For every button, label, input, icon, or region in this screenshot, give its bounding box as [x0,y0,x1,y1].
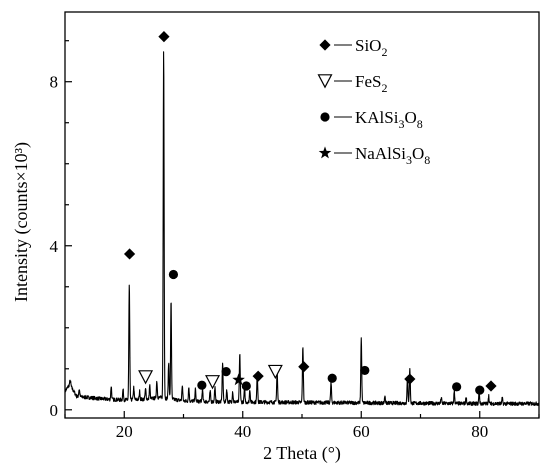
peak-marker-circle [327,373,337,383]
legend-label: KAlSi3O8 [355,108,423,131]
peak-marker-triangle-down-open [205,375,221,390]
x-tick-label: 60 [353,422,370,441]
peak-marker-diamond [252,370,264,382]
legend-marker-circle [320,112,330,122]
x-tick-label: 80 [471,422,488,441]
peak-marker-circle [452,382,462,392]
plot-frame [64,11,540,419]
peak-marker-circle [197,380,207,390]
y-axis-label: Intensity (counts×10³) [11,142,32,302]
peak-marker-diamond [158,31,170,43]
x-tick-label: 40 [234,422,251,441]
peak-marker-diamond [404,373,416,385]
peak-marker-circle [241,381,251,391]
x-tick-label: 20 [116,422,133,441]
peak-marker-circle [360,365,370,376]
peak-marker-triangle-down-open [138,370,154,385]
legend: SiO2 FeS2 KAlSi3O8 NaAlSi3O8 [317,36,430,167]
peak-marker-circle [168,269,179,280]
legend-label: NaAlSi3O8 [355,144,430,167]
xrd-pattern-line [64,51,540,407]
peak-marker-circle [221,367,231,377]
y-tick-label: 4 [50,237,59,256]
peak-marker-star [232,373,245,386]
legend-label: FeS2 [355,72,387,95]
peak-marker-diamond [123,248,136,260]
legend-marker-star [318,146,332,159]
peak-marker-triangle-down-open [267,364,283,380]
y-tick-label: 8 [50,73,59,92]
peak-marker-diamond [485,380,497,392]
legend-label: SiO2 [355,36,387,59]
legend-marker-diamond [319,39,331,51]
legend-marker-triangle-down-open [317,74,333,89]
peak-marker-circle [475,385,485,395]
x-axis-label: 2 Theta (°) [263,443,341,464]
peak-marker-diamond [298,361,310,373]
y-tick-label: 0 [50,401,59,420]
